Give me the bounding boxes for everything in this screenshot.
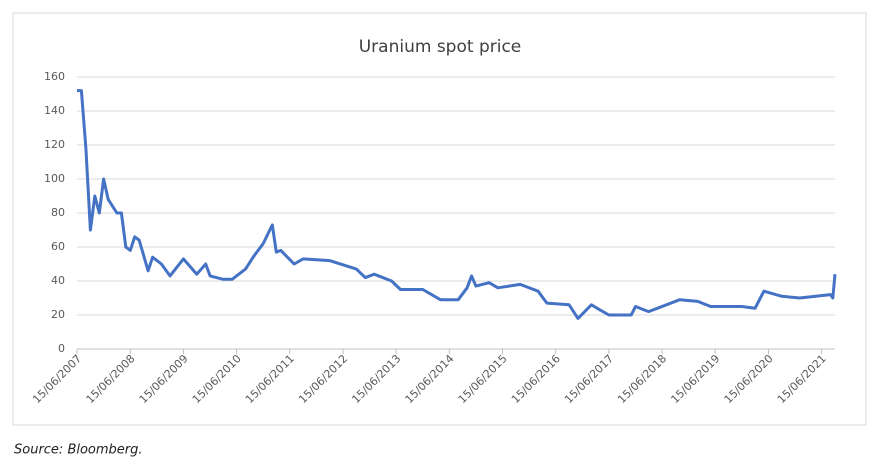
y-tick-label: 60 (51, 240, 65, 253)
chart-title: Uranium spot price (359, 37, 522, 57)
y-tick-label: 0 (58, 342, 65, 355)
chart-frame (12, 12, 867, 426)
price-line (77, 89, 837, 320)
y-tick-label: 160 (44, 70, 65, 83)
y-tick-label: 100 (44, 172, 65, 185)
source-note: Source: Bloomberg. (14, 443, 143, 458)
y-tick-label: 20 (51, 308, 65, 321)
y-tick-label: 40 (51, 274, 65, 287)
y-tick-label: 80 (51, 206, 65, 219)
y-tick-label: 140 (44, 104, 65, 117)
y-tick-label: 120 (44, 138, 65, 151)
